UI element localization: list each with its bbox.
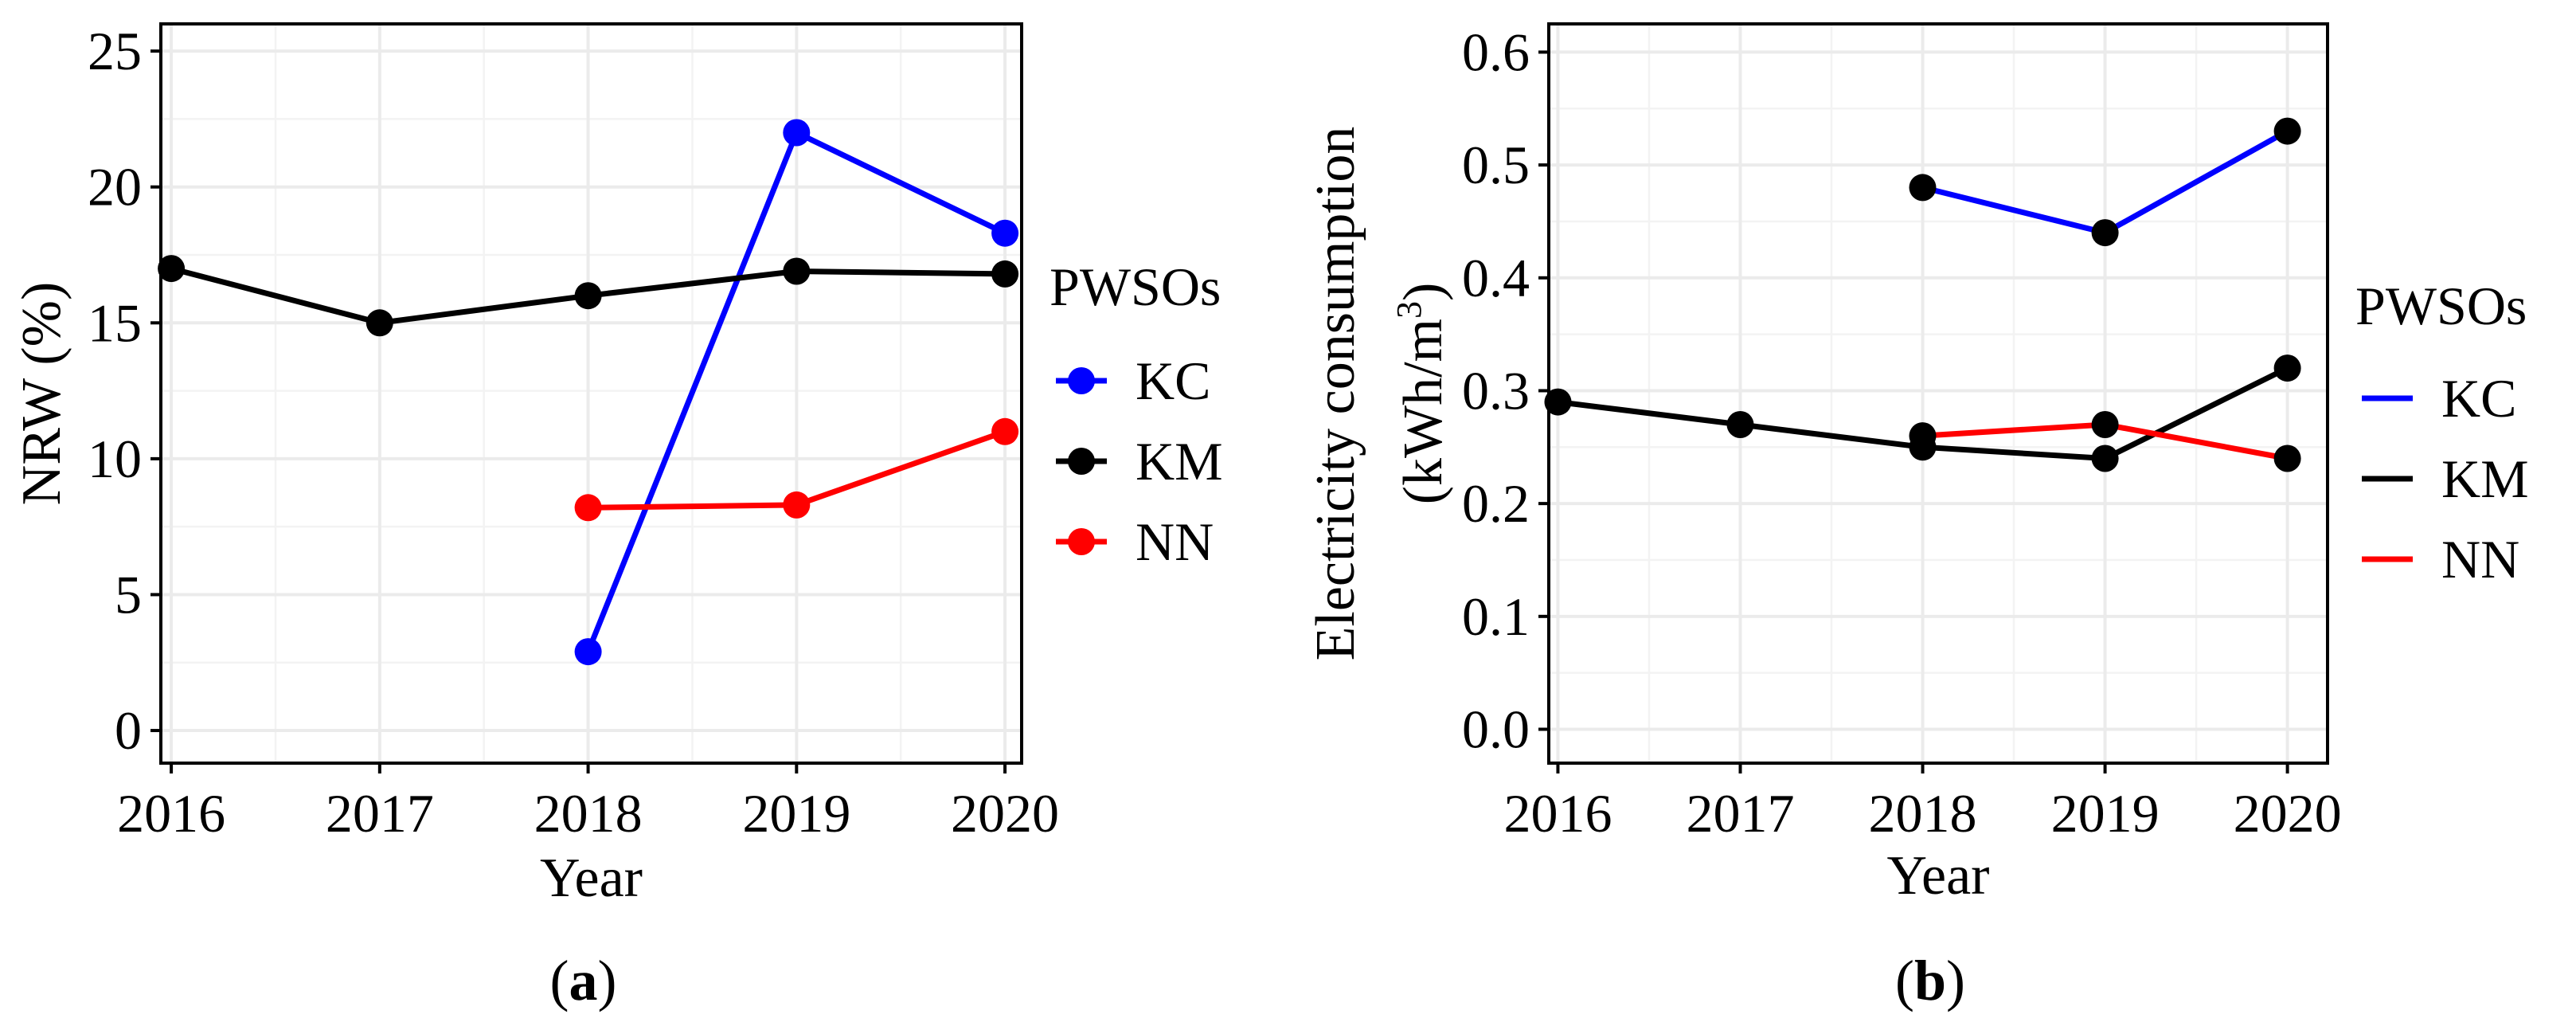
y-axis-title-line2-b: (kWh/m3) — [1390, 283, 1454, 505]
y-axis-unit-sup-b: 3 — [1390, 301, 1429, 319]
panel-border-a — [159, 22, 1023, 765]
y-tick-label-a-4: 20 — [88, 157, 142, 217]
panel-label-letter-b: b — [1914, 949, 1946, 1012]
x-axis-b: 2016 2017 2018 2019 2020 — [1503, 763, 2342, 844]
point-a-km-2016 — [158, 255, 186, 283]
legend-label-b-nn: NN — [2441, 529, 2519, 589]
x-tick-label-a-2: 2018 — [534, 783, 643, 844]
y-axis-unit-close-b: ) — [1393, 283, 1454, 301]
y-tick-label-a-3: 15 — [88, 292, 142, 353]
y-axis-a: 0 5 10 15 20 25 — [88, 21, 161, 761]
y-axis-unit-base-b: (kWh/m — [1393, 319, 1454, 504]
y-tick-label-b-3: 0.3 — [1462, 360, 1530, 421]
x-axis-title-b: Year — [1887, 845, 1990, 907]
point-a-kc-2020 — [991, 219, 1019, 247]
gridlines-b — [1549, 24, 2328, 763]
panel-label-close-a: ) — [598, 949, 617, 1012]
x-tick-label-a-4: 2020 — [951, 783, 1059, 844]
legend-label-b-kc: KC — [2441, 368, 2516, 429]
y-axis-b: 0.0 0.1 0.2 0.3 0.4 0.5 0.6 — [1462, 22, 1549, 759]
legend-label-a-kc: KC — [1136, 350, 1210, 411]
y-axis-title-a: NRW (%) — [11, 282, 72, 506]
legend-label-a-nn: NN — [1136, 511, 1214, 572]
panel-label-close-b: ) — [1946, 949, 1965, 1012]
gridlines-a — [161, 24, 1022, 763]
legend-label-a-km: KM — [1136, 431, 1223, 491]
point-b-nn-2019 — [2091, 411, 2119, 438]
x-axis-a: 2016 2017 2018 2019 2020 — [117, 763, 1059, 844]
y-tick-label-b-1: 0.1 — [1462, 586, 1530, 647]
legend-key-point-a-km — [1068, 448, 1095, 475]
y-tick-label-a-1: 5 — [115, 564, 142, 625]
y-tick-label-b-5: 0.5 — [1462, 135, 1530, 195]
point-a-nn-2020 — [991, 417, 1019, 445]
legend-title-b: PWSOs — [2355, 276, 2527, 336]
chart-panel-a: 0 5 10 15 20 25 2016 2017 2018 2019 2020 Year NRW (%… — [11, 21, 1223, 1012]
point-a-nn-2019 — [783, 491, 811, 519]
y-tick-label-b-6: 0.6 — [1462, 22, 1530, 82]
x-axis-title-a: Year — [540, 848, 643, 909]
y-tick-label-b-0: 0.0 — [1462, 699, 1530, 759]
x-tick-label-b-4: 2020 — [2234, 783, 2342, 844]
x-tick-label-b-1: 2017 — [1686, 783, 1794, 844]
point-b-kc-2020 — [2273, 117, 2301, 145]
x-tick-label-b-0: 2016 — [1503, 783, 1612, 844]
chart-panel-b: 0.0 0.1 0.2 0.3 0.4 0.5 0.6 2016 2017 2018 2019 202… — [1305, 22, 2529, 1012]
point-b-kc-2019 — [2091, 219, 2119, 247]
point-b-nn-2020 — [2273, 444, 2301, 472]
point-a-km-2019 — [783, 257, 811, 285]
legend-key-a-kc — [1056, 367, 1107, 394]
panel-label-letter-a: a — [569, 949, 598, 1012]
panel-label-a: (a) — [550, 949, 617, 1012]
point-b-km-2019 — [2091, 444, 2119, 472]
panel-border-b — [1547, 22, 2329, 765]
x-tick-label-a-3: 2019 — [742, 783, 850, 844]
y-tick-label-b-2: 0.2 — [1462, 473, 1530, 534]
point-b-km-2017 — [1726, 411, 1754, 438]
point-a-km-2017 — [365, 309, 393, 337]
panel-label-open-a: ( — [550, 949, 569, 1012]
point-a-km-2020 — [991, 260, 1019, 288]
y-tick-label-b-4: 0.4 — [1462, 248, 1530, 308]
panel-label-b: (b) — [1895, 949, 1965, 1012]
legend-key-point-a-kc — [1068, 367, 1095, 394]
point-b-km-2016 — [1544, 388, 1572, 416]
panel-label-open-b: ( — [1895, 949, 1914, 1012]
point-a-km-2018 — [574, 282, 602, 310]
legend-key-a-nn — [1056, 528, 1107, 555]
y-tick-label-a-0: 0 — [115, 700, 142, 761]
point-a-nn-2018 — [574, 494, 602, 522]
point-b-km-2020 — [2273, 354, 2301, 382]
series-points-b — [1544, 117, 2301, 472]
legend-label-b-km: KM — [2441, 448, 2529, 509]
legend-title-a: PWSOs — [1050, 256, 1221, 317]
x-tick-label-a-1: 2017 — [326, 783, 434, 844]
series-points-a — [158, 119, 1019, 666]
y-tick-label-a-2: 10 — [88, 429, 142, 489]
point-b-nn-2018 — [1909, 422, 1937, 450]
legend-key-a-km — [1056, 448, 1107, 475]
legend-a: PWSOs KC KM NN — [1050, 256, 1223, 572]
x-tick-label-b-2: 2018 — [1869, 783, 1977, 844]
legend-b: PWSOs KC KM NN — [2355, 276, 2529, 589]
y-tick-label-a-5: 25 — [88, 21, 142, 81]
x-tick-label-a-0: 2016 — [117, 783, 225, 844]
legend-key-point-a-nn — [1068, 528, 1095, 555]
y-axis-title-b: Electricity consumption — [1305, 127, 1366, 661]
point-a-kc-2019 — [783, 119, 811, 147]
point-b-kc-2018 — [1909, 174, 1937, 202]
x-tick-label-b-3: 2019 — [2051, 783, 2160, 844]
point-a-kc-2018 — [574, 638, 602, 666]
